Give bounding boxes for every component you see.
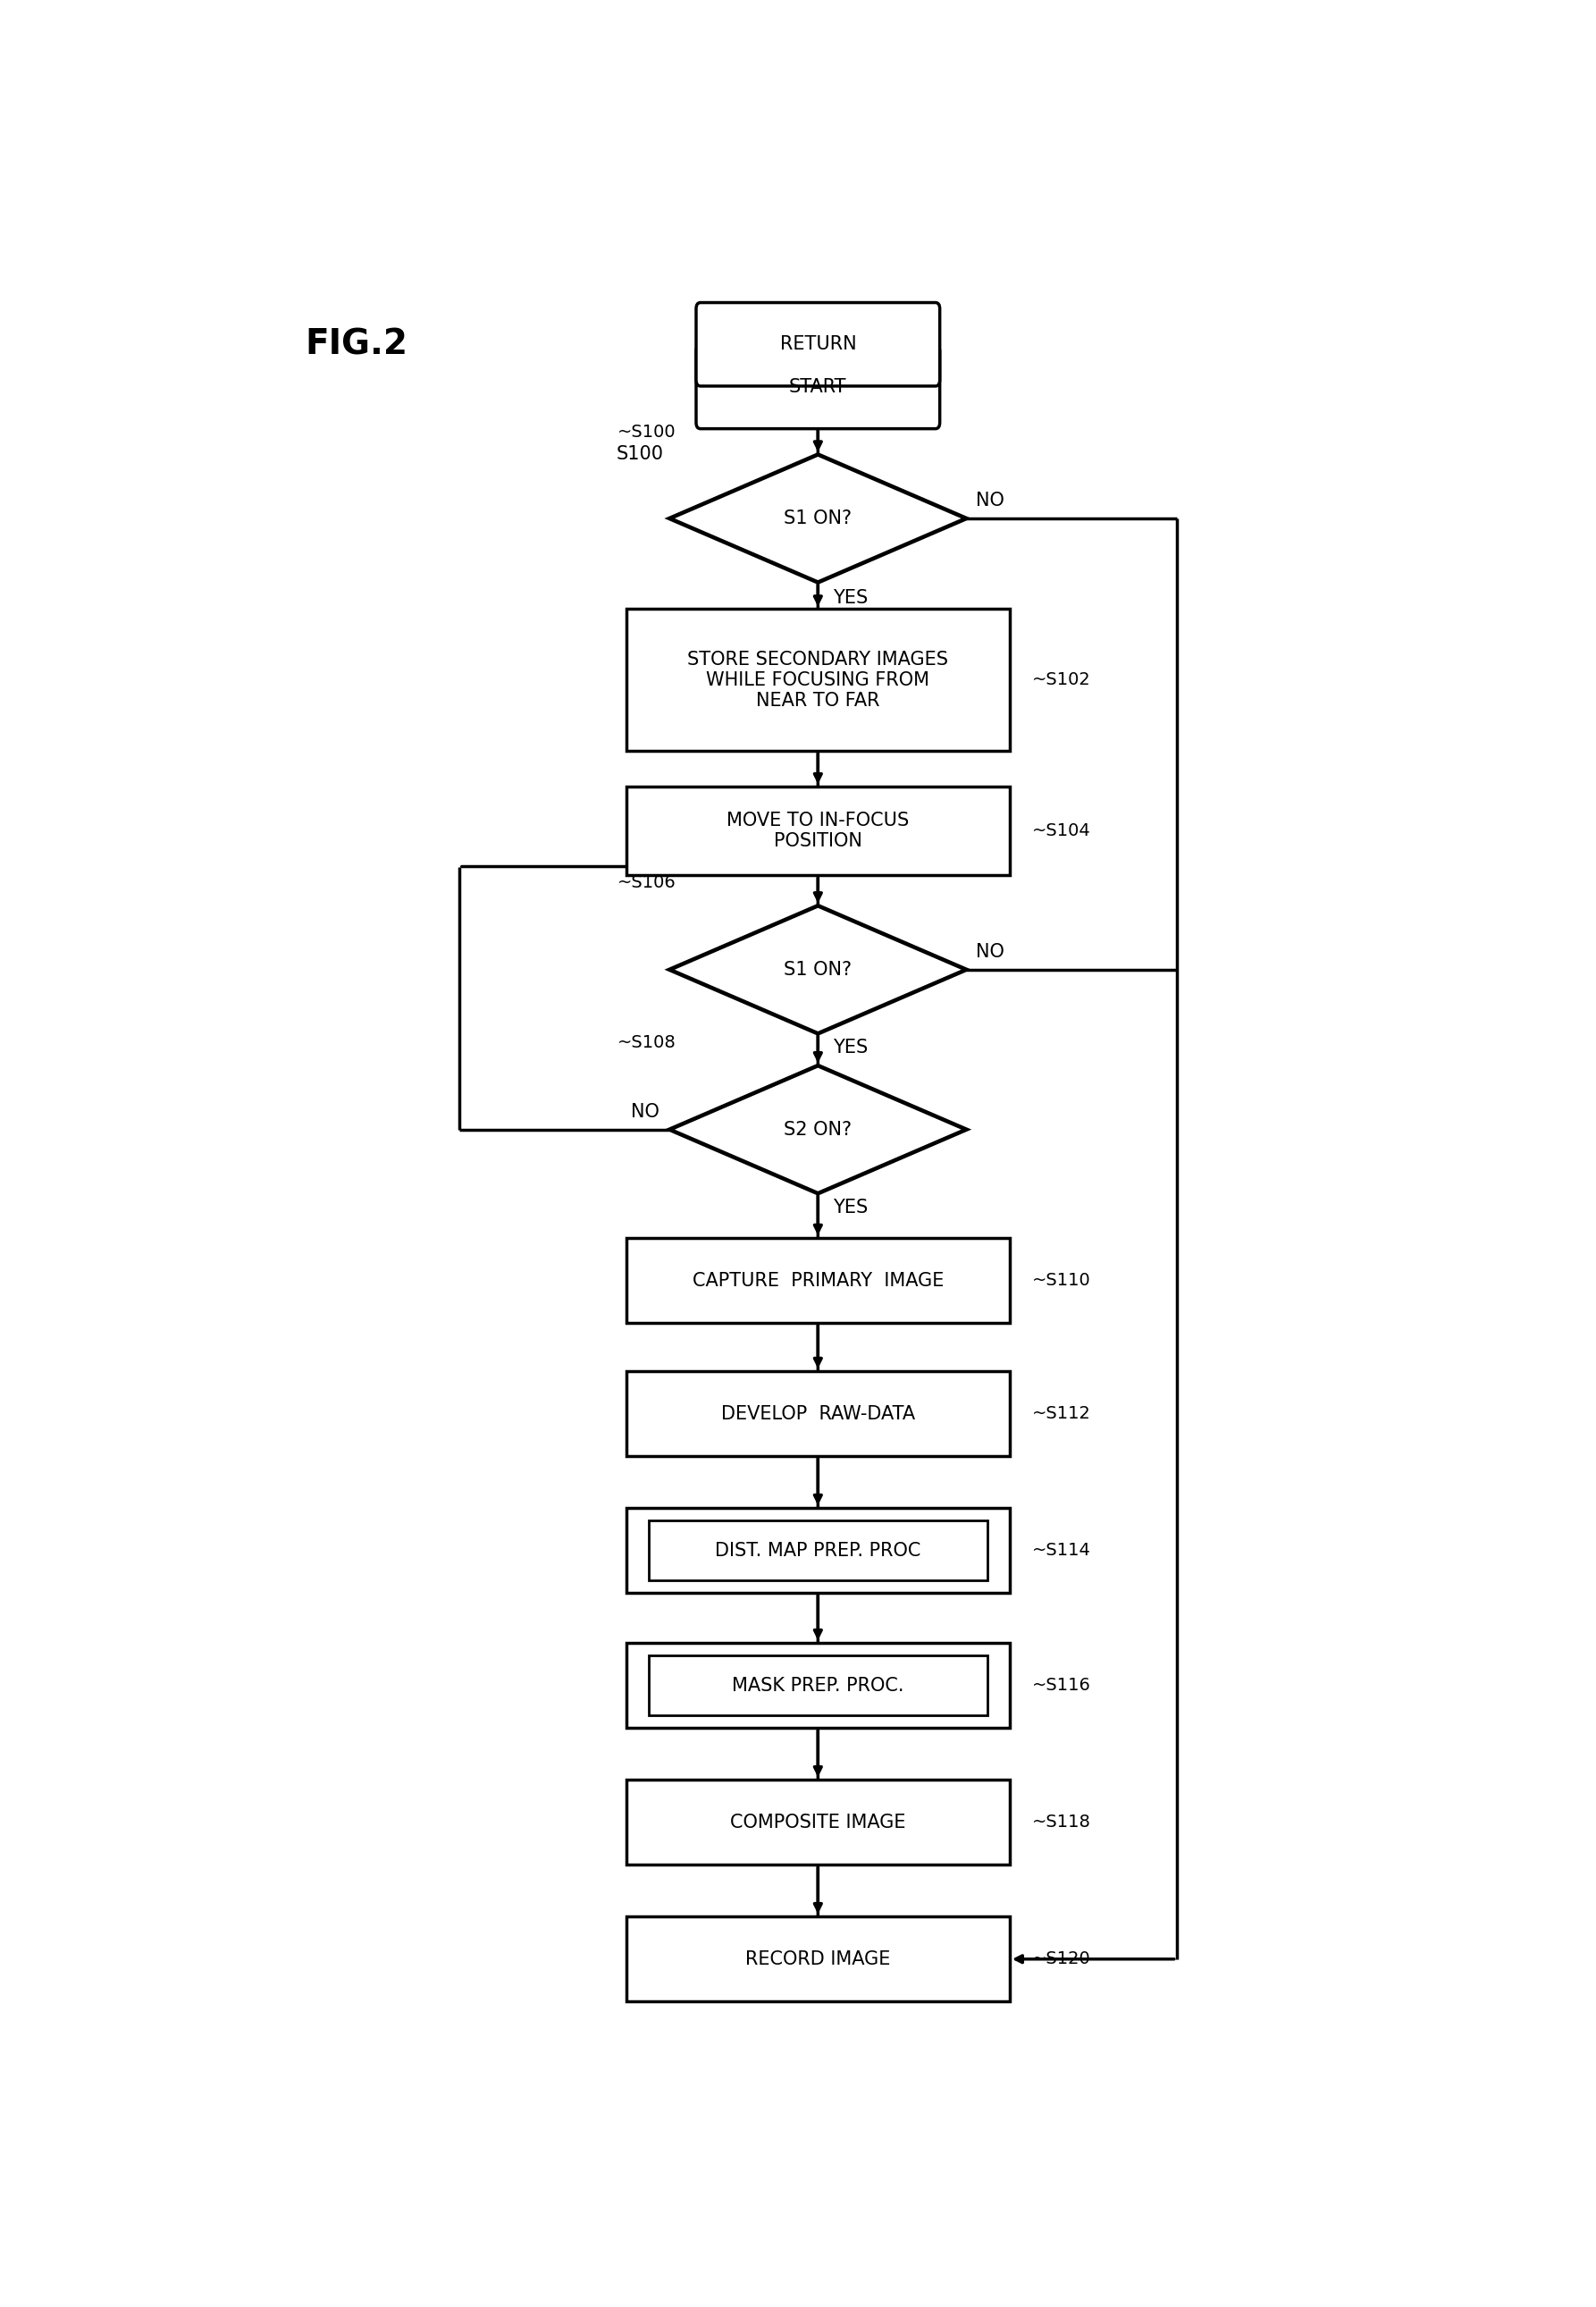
Text: RETURN: RETURN [780, 335, 855, 353]
Text: RECORD IMAGE: RECORD IMAGE [745, 1949, 891, 1968]
Text: ~S118: ~S118 [1033, 1813, 1090, 1832]
Bar [648, 1656, 988, 1716]
Text: YES: YES [833, 1200, 868, 1216]
Polygon shape [670, 1066, 967, 1193]
Text: YES: YES [833, 1038, 868, 1057]
Text: ~S104: ~S104 [1033, 824, 1090, 840]
Bar [626, 787, 1010, 874]
Text: DIST. MAP PREP. PROC: DIST. MAP PREP. PROC [715, 1541, 921, 1560]
Text: ~S102: ~S102 [1033, 671, 1090, 687]
Bar [626, 1239, 1010, 1324]
Text: COMPOSITE IMAGE: COMPOSITE IMAGE [729, 1813, 907, 1832]
Bar [626, 1370, 1010, 1456]
Bar [626, 1509, 1010, 1594]
Text: YES: YES [833, 591, 868, 607]
Text: S2 ON?: S2 ON? [784, 1121, 852, 1137]
Text: NO: NO [977, 491, 1005, 510]
Text: S100: S100 [616, 445, 664, 464]
Text: ~S106: ~S106 [618, 874, 675, 891]
Bar [648, 1520, 988, 1580]
Text: DEVELOP  RAW-DATA: DEVELOP RAW-DATA [721, 1405, 915, 1423]
Text: MASK PREP. PROC.: MASK PREP. PROC. [733, 1677, 903, 1693]
FancyBboxPatch shape [696, 346, 940, 429]
Text: FIG.2: FIG.2 [305, 328, 407, 362]
Text: MOVE TO IN-FOCUS
POSITION: MOVE TO IN-FOCUS POSITION [726, 812, 910, 851]
Text: STORE SECONDARY IMAGES
WHILE FOCUSING FROM
NEAR TO FAR: STORE SECONDARY IMAGES WHILE FOCUSING FR… [688, 651, 948, 711]
Text: NO: NO [977, 944, 1005, 960]
Bar [626, 1643, 1010, 1728]
Text: ~S108: ~S108 [618, 1034, 675, 1052]
Bar [626, 1779, 1010, 1864]
Text: ~S116: ~S116 [1033, 1677, 1090, 1693]
Text: S1 ON?: S1 ON? [784, 510, 852, 528]
Polygon shape [670, 907, 967, 1034]
Text: CAPTURE  PRIMARY  IMAGE: CAPTURE PRIMARY IMAGE [693, 1271, 943, 1290]
Text: START: START [788, 378, 847, 397]
Text: ~S112: ~S112 [1033, 1405, 1090, 1421]
Polygon shape [670, 454, 967, 581]
Text: S1 ON?: S1 ON? [784, 960, 852, 978]
Text: ~S100: ~S100 [618, 422, 675, 441]
Text: ~S114: ~S114 [1033, 1541, 1090, 1560]
Bar [626, 609, 1010, 752]
Text: ~S120: ~S120 [1033, 1952, 1090, 1968]
Text: NO: NO [630, 1103, 659, 1121]
FancyBboxPatch shape [696, 302, 940, 385]
Bar [626, 1917, 1010, 2002]
Text: ~S110: ~S110 [1033, 1271, 1090, 1290]
